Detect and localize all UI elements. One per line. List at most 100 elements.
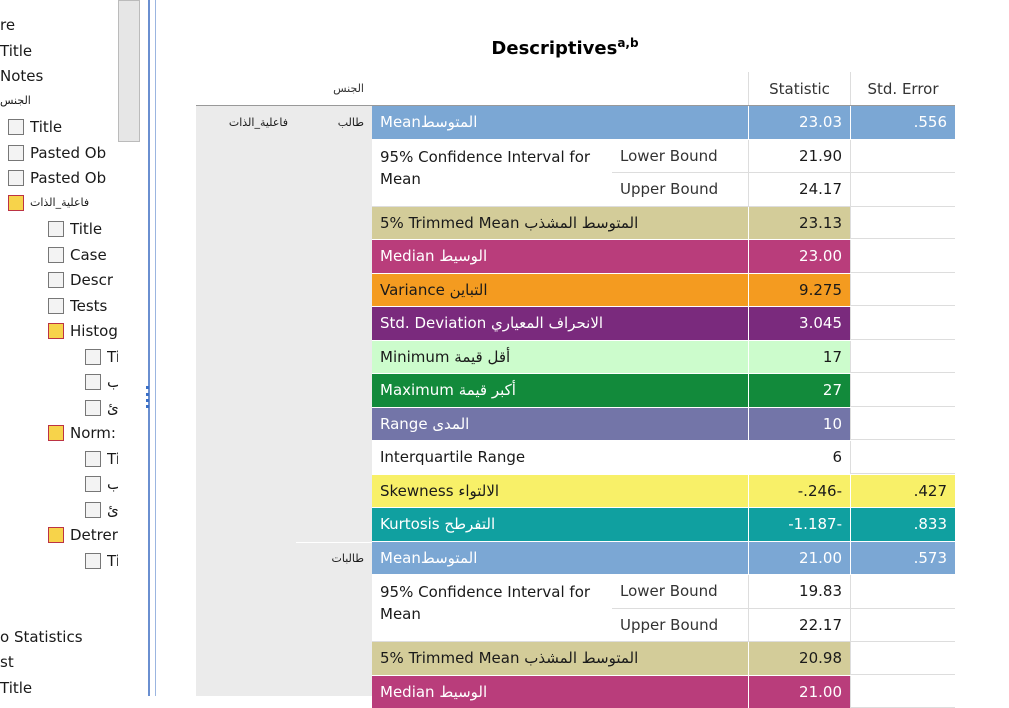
- tree-icon: [48, 272, 64, 288]
- tree-item[interactable]: فاعلية_الذات: [30, 193, 89, 213]
- std-error: [850, 274, 955, 307]
- tree-item[interactable]: الجنس: [0, 91, 31, 111]
- tree-item[interactable]: Pasted Ob: [30, 168, 106, 188]
- row-label: Std. Deviation الانحراف المعياري: [372, 307, 748, 340]
- std-error: .833: [850, 508, 955, 541]
- tree-icon: [85, 451, 101, 467]
- tree-item[interactable]: Pasted Ob: [30, 143, 106, 163]
- statistic: 20.98: [748, 642, 850, 675]
- row-label: Median الوسيط: [372, 676, 748, 708]
- tree-item[interactable]: Descr: [70, 270, 113, 290]
- statistic: 17: [748, 341, 850, 374]
- tree-icon: [85, 374, 101, 390]
- std-error: [850, 374, 955, 407]
- bound-label: Upper Bound: [612, 609, 748, 643]
- row-label: 95% Confidence Interval for Mean: [372, 575, 612, 642]
- header-cell: Statistic: [748, 72, 850, 105]
- row-label: 5% Trimmed Mean المتوسط المشذب: [372, 207, 748, 240]
- tree-icon: [48, 298, 64, 314]
- tree-item[interactable]: ب: [107, 372, 118, 392]
- tree-icon: [48, 425, 64, 441]
- std-error: [850, 575, 955, 609]
- tree-item[interactable]: re: [0, 15, 15, 35]
- std-error: [850, 341, 955, 374]
- row-label: Variance التباين: [372, 274, 748, 307]
- group-label: طالبات: [296, 542, 372, 575]
- group-label: طالب: [296, 106, 372, 139]
- statistic: 21.90: [748, 140, 850, 174]
- tree-icon: [85, 476, 101, 492]
- std-error: [850, 408, 955, 441]
- tree-item[interactable]: Title: [0, 678, 32, 698]
- statistic: 6: [748, 441, 850, 474]
- std-error: .556: [850, 106, 955, 139]
- tree-item[interactable]: Ti: [107, 347, 118, 367]
- tree-icon: [8, 145, 24, 161]
- statistic: -.246-: [748, 475, 850, 508]
- tree-item[interactable]: Detrer: [70, 525, 118, 545]
- tree-icon: [8, 119, 24, 135]
- std-error: [850, 240, 955, 273]
- row-label: Maximum أكبر قيمة: [372, 374, 748, 407]
- std-error: [850, 140, 955, 174]
- tree-item[interactable]: Ti: [107, 551, 118, 571]
- tree-icon: [48, 527, 64, 543]
- tree-item[interactable]: Norm:: [70, 423, 116, 443]
- tree-item[interactable]: Title: [30, 117, 62, 137]
- tree-item[interactable]: Tests: [70, 296, 107, 316]
- statistic: 27: [748, 374, 850, 407]
- statistic: 21.00: [748, 676, 850, 708]
- header-cell: Std. Error: [850, 72, 955, 105]
- row-label: Interquartile Range: [372, 441, 748, 474]
- tree-item[interactable]: Histog: [70, 321, 118, 341]
- std-error: [850, 676, 955, 708]
- tree-item[interactable]: ئ: [107, 398, 118, 418]
- std-error: .573: [850, 542, 955, 575]
- tree-item[interactable]: Notes: [0, 66, 43, 86]
- statistic: 3.045: [748, 307, 850, 340]
- row-label: 95% Confidence Interval for Mean: [372, 140, 612, 207]
- statistic: -1.187-: [748, 508, 850, 541]
- std-error: [850, 207, 955, 240]
- tree-icon: [8, 170, 24, 186]
- statistic: 21.00: [748, 542, 850, 575]
- std-error: [850, 307, 955, 340]
- statistic: 19.83: [748, 575, 850, 609]
- tree-icon: [8, 195, 24, 211]
- tree-icon: [85, 502, 101, 518]
- tree-item[interactable]: Title: [70, 219, 102, 239]
- statistic: 9.275: [748, 274, 850, 307]
- header-cell: الجنس: [296, 72, 372, 105]
- tree-item[interactable]: Title: [0, 41, 32, 61]
- scrollbar[interactable]: [118, 0, 140, 142]
- row-label: Range المدى: [372, 408, 748, 441]
- tree-icon: [85, 400, 101, 416]
- row-header-area: [196, 106, 372, 696]
- row-label: Minimum أقل قيمة: [372, 341, 748, 374]
- tree-item[interactable]: ئ: [107, 500, 118, 520]
- tree-item[interactable]: Ti: [107, 449, 118, 469]
- tree-icon: [48, 221, 64, 237]
- splitter[interactable]: [148, 0, 156, 696]
- row-label: Median الوسيط: [372, 240, 748, 273]
- std-error: [850, 173, 955, 207]
- tree-icon: [85, 553, 101, 569]
- tree-icon: [48, 247, 64, 263]
- statistic: 23.03: [748, 106, 850, 139]
- splitter-grip: [146, 386, 150, 408]
- bound-label: Lower Bound: [612, 575, 748, 609]
- statistic: 23.00: [748, 240, 850, 273]
- std-error: [850, 441, 955, 474]
- statistic: 24.17: [748, 173, 850, 207]
- tree-item[interactable]: o Statistics: [0, 627, 83, 647]
- tree-icon: [48, 323, 64, 339]
- tree-item[interactable]: ب: [107, 474, 118, 494]
- row-label: 5% Trimmed Mean المتوسط المشذب: [372, 642, 748, 675]
- tree-item[interactable]: st: [0, 652, 14, 672]
- title-text: Descriptives: [491, 38, 617, 59]
- std-error: [850, 609, 955, 643]
- std-error: .427: [850, 475, 955, 508]
- tree-item[interactable]: Case: [70, 245, 107, 265]
- title-superscript: a,b: [617, 36, 638, 50]
